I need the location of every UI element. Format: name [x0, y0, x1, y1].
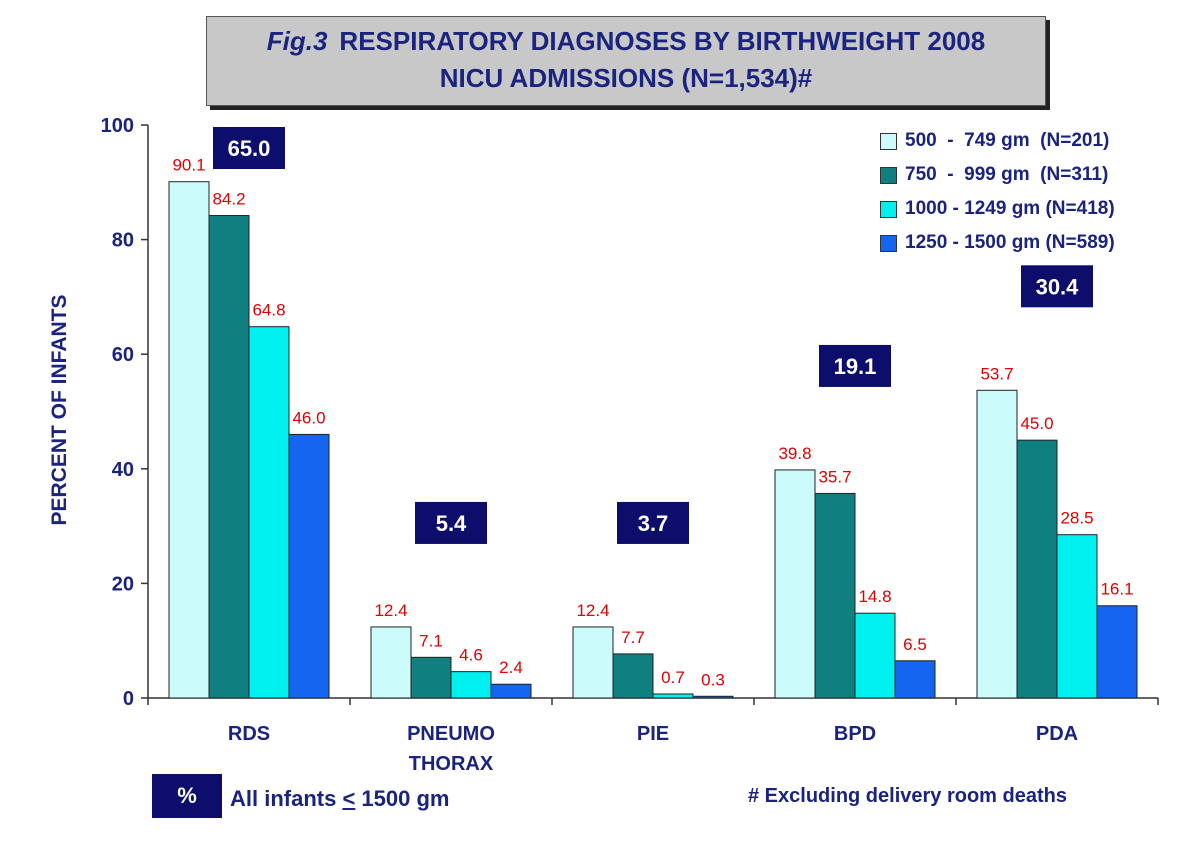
chart-title-box: Fig.3 RESPIRATORY DIAGNOSES BY BIRTHWEIGH… — [206, 16, 1046, 106]
y-tick-label: 0 — [123, 688, 134, 710]
legend-item: 750 - 999 gm (N=311) — [880, 158, 1115, 192]
all-infants-value: 5.4 — [436, 511, 467, 536]
exclusion-note: # Excluding delivery room deaths — [748, 785, 1067, 807]
y-tick-label: 40 — [112, 459, 134, 481]
all-infants-badge — [213, 127, 285, 169]
legend-label: 1250 - 1500 gm (N=589) — [905, 232, 1115, 253]
legend-swatch — [880, 200, 897, 218]
x-tick-label: RDS — [228, 723, 270, 745]
legend-label: 1000 - 1249 gm (N=418) — [905, 198, 1115, 219]
bar — [692, 695, 734, 699]
less-equal-sign: < — [342, 786, 356, 811]
data-label: 0.7 — [661, 668, 685, 687]
y-tick-label: 100 — [101, 115, 134, 137]
x-tick-label: PDA — [1036, 723, 1078, 745]
data-label: 28.5 — [1060, 509, 1093, 528]
bar — [774, 469, 816, 699]
chart-title-text: RESPIRATORY DIAGNOSES BY BIRTHWEIGHT 200… — [339, 26, 986, 56]
bar — [814, 492, 856, 699]
all-infants-badge — [617, 501, 689, 544]
bar — [490, 683, 532, 699]
data-label: 46.0 — [292, 408, 325, 427]
bar — [288, 433, 330, 699]
data-label: 12.4 — [374, 601, 407, 620]
figure-label: Fig.3 — [266, 26, 328, 56]
legend-item: 500 - 749 gm (N=201) — [880, 124, 1115, 158]
x-tick-label: PIE — [637, 723, 669, 745]
bar — [1056, 534, 1098, 699]
bar — [410, 656, 452, 699]
data-label: 45.0 — [1020, 414, 1053, 433]
chart-legend: 500 - 749 gm (N=201) 750 - 999 gm (N=311… — [880, 124, 1115, 260]
bar — [854, 612, 896, 699]
data-label: 35.7 — [818, 467, 851, 486]
chart-title-line1: Fig.3 RESPIRATORY DIAGNOSES BY BIRTHWEIGH… — [207, 23, 1045, 60]
bar — [894, 660, 936, 699]
bar — [1016, 439, 1058, 699]
data-label: 39.8 — [778, 444, 811, 463]
bar — [572, 626, 614, 699]
data-label: 14.8 — [858, 587, 891, 606]
data-label: 53.7 — [980, 364, 1013, 383]
bar — [168, 181, 210, 699]
percent-badge: % — [152, 774, 222, 818]
bar — [248, 326, 290, 699]
bar — [612, 653, 654, 699]
bar — [976, 389, 1018, 699]
all-infants-badge — [415, 501, 487, 544]
bar — [1096, 605, 1138, 699]
data-label: 64.8 — [252, 301, 285, 320]
all-infants-badge — [1021, 265, 1093, 308]
data-label: 2.4 — [499, 658, 523, 677]
all-infants-note: All infants < 1500 gm — [230, 786, 449, 812]
bar — [208, 215, 250, 699]
chart-subtitle: NICU ADMISSIONS (N=1,534)# — [439, 63, 813, 93]
data-label: 7.7 — [621, 628, 645, 647]
bar — [652, 693, 694, 699]
all-infants-value: 19.1 — [834, 354, 877, 379]
data-label: 90.1 — [172, 156, 205, 175]
bar — [450, 671, 492, 699]
legend-label: 750 - 999 gm (N=311) — [905, 164, 1109, 185]
legend-item: 1250 - 1500 gm (N=589) — [880, 226, 1115, 260]
data-label: 84.2 — [212, 190, 245, 209]
data-label: 7.1 — [419, 631, 443, 650]
y-tick-label: 80 — [112, 230, 134, 252]
data-label: 6.5 — [903, 635, 927, 654]
data-label: 0.3 — [701, 670, 725, 689]
all-infants-suffix: 1500 gm — [355, 786, 450, 811]
x-tick-label: BPD — [834, 723, 876, 745]
all-infants-badge — [819, 344, 891, 387]
legend-swatch — [880, 234, 897, 252]
all-infants-prefix: All infants — [230, 786, 343, 811]
bar — [370, 626, 412, 699]
data-label: 4.6 — [459, 646, 483, 665]
legend-swatch — [880, 132, 897, 150]
legend-item: 1000 - 1249 gm (N=418) — [880, 192, 1115, 226]
y-axis-label: PERCENT OF INFANTS — [48, 294, 71, 526]
x-tick-label: THORAX — [409, 753, 494, 775]
legend-label: 500 - 749 gm (N=201) — [905, 130, 1110, 151]
all-infants-value: 65.0 — [228, 136, 271, 161]
data-label: 12.4 — [576, 601, 609, 620]
all-infants-value: 3.7 — [638, 511, 669, 536]
data-label: 16.1 — [1100, 580, 1133, 599]
y-tick-label: 20 — [112, 573, 134, 595]
x-tick-label: PNEUMO — [407, 723, 495, 745]
all-infants-value: 30.4 — [1036, 274, 1080, 299]
y-tick-label: 60 — [112, 344, 134, 366]
legend-swatch — [880, 166, 897, 184]
